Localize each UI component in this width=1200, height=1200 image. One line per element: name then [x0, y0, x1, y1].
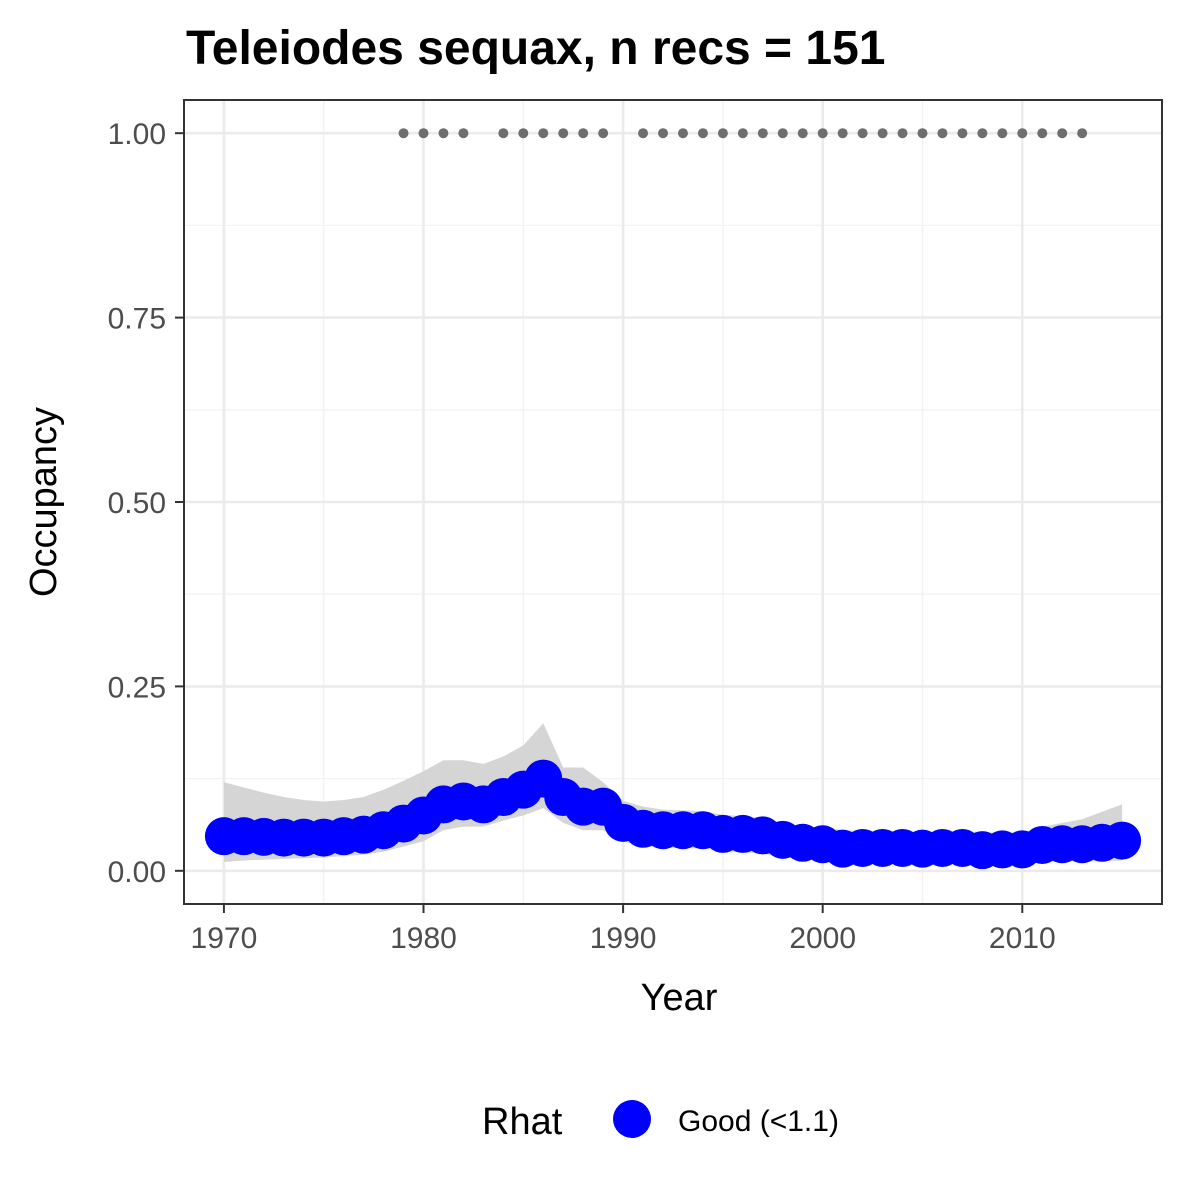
y-tick-label: 0.50 [108, 487, 166, 520]
y-tick-label: 1.00 [108, 118, 166, 151]
record-point [737, 128, 748, 139]
legend-key-good [613, 1100, 651, 1138]
chart-title: Teleiodes sequax, n recs = 151 [186, 22, 886, 75]
legend-title: Rhat [482, 1101, 563, 1143]
y-tick-label: 0.25 [108, 671, 166, 704]
x-tick-label: 1990 [590, 922, 657, 955]
y-tick-label: 0.75 [108, 303, 166, 336]
record-point [458, 128, 469, 139]
record-point [877, 128, 888, 139]
record-point [857, 128, 868, 139]
plot-panel [183, 99, 1163, 905]
legend-label-good: Good (<1.1) [678, 1105, 839, 1138]
record-point [658, 128, 669, 139]
x-axis-title: Year [641, 977, 718, 1019]
record-point [717, 128, 728, 139]
record-point [917, 128, 928, 139]
record-point [677, 128, 688, 139]
record-point [538, 128, 549, 139]
record-point [1037, 128, 1048, 139]
credible-interval-band [223, 723, 1123, 864]
y-axis-title: Occupancy [23, 407, 65, 597]
record-point [578, 128, 589, 139]
record-point [937, 128, 948, 139]
record-point [697, 128, 708, 139]
legend: Rhat Good (<1.1) [482, 1100, 839, 1143]
grid-lines [184, 100, 1162, 904]
record-point [837, 128, 848, 139]
record-point [797, 128, 808, 139]
x-axis: 1970 1980 1990 2000 2010 [191, 904, 1056, 955]
record-point [1057, 128, 1068, 139]
record-point [498, 128, 509, 139]
record-point [897, 128, 908, 139]
record-point [957, 128, 968, 139]
record-point [977, 128, 988, 139]
record-point [438, 128, 449, 139]
record-point [997, 128, 1008, 139]
record-point [1017, 128, 1028, 139]
x-tick-label: 2000 [789, 922, 856, 955]
x-tick-label: 1970 [191, 922, 258, 955]
credible-interval-area [223, 723, 1123, 864]
record-point [418, 128, 429, 139]
records-series [398, 128, 1088, 139]
x-tick-label: 2010 [989, 922, 1056, 955]
y-axis: 0.00 0.25 0.50 0.75 1.00 [108, 118, 184, 889]
record-point [638, 128, 649, 139]
record-point [757, 128, 768, 139]
record-point [518, 128, 529, 139]
y-tick-label: 0.00 [108, 856, 166, 889]
record-point [398, 128, 409, 139]
record-point [598, 128, 609, 139]
record-point [558, 128, 569, 139]
record-point [1077, 128, 1088, 139]
record-point [777, 128, 788, 139]
record-point [817, 128, 828, 139]
x-tick-label: 1980 [390, 922, 457, 955]
occupancy-point [1103, 821, 1142, 860]
occupancy-series [204, 759, 1142, 870]
